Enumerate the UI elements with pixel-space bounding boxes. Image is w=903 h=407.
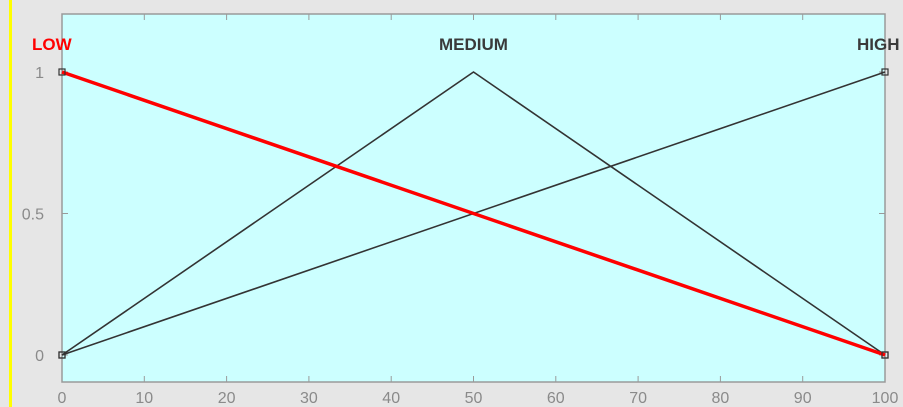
mf-label-medium: MEDIUM [439,35,508,54]
x-tick-label: 70 [629,390,647,407]
mf-point-marker [881,68,889,76]
plot-area [61,13,886,383]
mf-line-low [61,70,886,357]
mf-line-medium [61,71,886,356]
x-tick-label: 0 [58,390,67,407]
x-tick-label: 10 [135,390,153,407]
mf-point-marker [58,351,66,359]
x-tick-label: 40 [382,390,400,407]
x-tick-label: 80 [712,390,730,407]
left-accent-bar [9,0,12,407]
mf-point-marker [881,351,889,359]
y-tick-label: 1 [35,65,44,82]
mf-label-low: LOW [32,35,73,54]
x-tick-label: 30 [300,390,318,407]
x-tick-label: 100 [872,390,899,407]
x-tick-label: 60 [547,390,565,407]
x-tick-label: 20 [218,390,236,407]
mf-label-high: HIGH [857,35,900,54]
x-tick-label: 50 [465,390,483,407]
mf-point-marker [58,68,66,76]
x-tick-label: 90 [794,390,812,407]
y-tick-label: 0.5 [22,207,44,224]
y-tick-label: 0 [35,348,44,365]
